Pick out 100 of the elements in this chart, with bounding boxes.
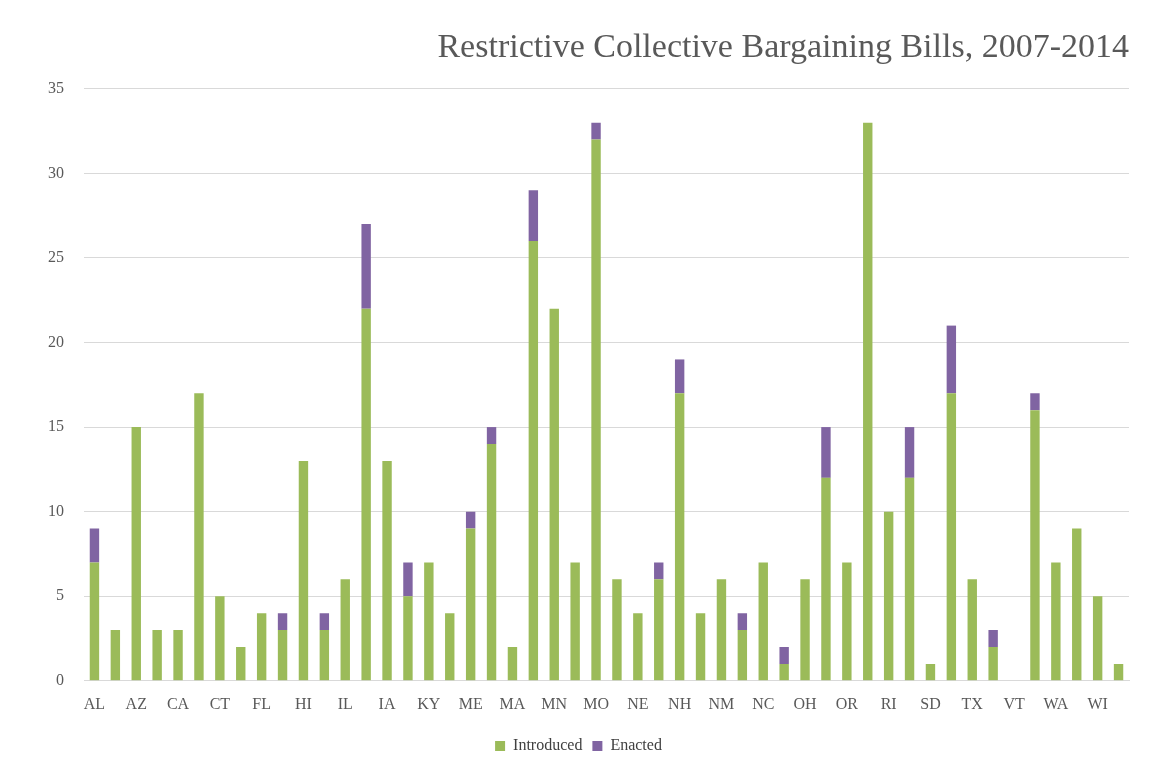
bar [904, 427, 915, 478]
bar [946, 325, 957, 394]
bar [528, 241, 539, 681]
bar [486, 427, 497, 444]
bar [967, 579, 977, 681]
bar [152, 630, 162, 681]
bar [758, 562, 768, 681]
y-tick-label: 20 [48, 332, 64, 350]
bar [1092, 596, 1103, 681]
x-tick-label: FL [252, 694, 271, 712]
x-tick-label: WI [1087, 694, 1108, 712]
bar [131, 427, 141, 681]
bar [1030, 393, 1040, 411]
bar [779, 663, 789, 681]
bar [612, 579, 622, 681]
bar [821, 427, 831, 478]
y-tick-label: 30 [48, 163, 64, 181]
bar [89, 528, 100, 563]
bar [1051, 562, 1061, 681]
bar [403, 596, 413, 681]
x-tick-label: IA [378, 694, 396, 712]
x-tick-label: CT [209, 694, 231, 712]
y-tick-label: 35 [48, 79, 64, 96]
x-tick-label: NM [708, 694, 735, 712]
x-tick-label: KY [417, 694, 441, 712]
bar [779, 646, 789, 664]
bar [507, 646, 518, 681]
x-tick-label: WA [1043, 694, 1069, 712]
bar [1030, 410, 1040, 681]
bar [382, 460, 392, 681]
y-tick-label: 10 [48, 501, 64, 519]
y-tick-label: 15 [48, 417, 64, 435]
x-tick-label: NC [752, 694, 775, 712]
bar [591, 122, 601, 140]
x-tick-label: CA [166, 694, 190, 712]
bar [465, 511, 476, 529]
x-tick-label: OH [793, 694, 818, 712]
x-tick-label: MO [583, 694, 609, 712]
bar [674, 393, 685, 681]
bar [256, 613, 267, 681]
bar [424, 562, 434, 681]
bar [591, 139, 601, 681]
bar [528, 190, 539, 242]
bar [883, 511, 894, 681]
legend-label: Enacted [610, 736, 662, 754]
bar [737, 630, 748, 681]
x-tick-label: AL [83, 694, 106, 712]
bar [445, 613, 455, 681]
x-tick-label: MA [499, 694, 526, 712]
bar [298, 460, 309, 681]
bar [361, 224, 371, 309]
bar [486, 444, 497, 681]
x-tick-label: RI [880, 694, 897, 712]
x-tick-label: OR [835, 694, 859, 712]
bar [236, 646, 246, 681]
bar [842, 562, 852, 681]
y-tick-label: 25 [48, 248, 64, 266]
x-tick-label: HI [295, 694, 312, 712]
bar [89, 562, 100, 681]
bar [1113, 663, 1124, 681]
y-tick-label: 0 [56, 671, 64, 688]
bar [277, 630, 288, 681]
bar [319, 630, 330, 681]
bar [215, 596, 225, 681]
bar [403, 562, 413, 597]
x-tick-label: TX [961, 694, 984, 712]
bar [570, 562, 580, 681]
bar [1072, 528, 1082, 681]
bar [716, 579, 727, 681]
bar [821, 477, 831, 681]
y-tick-label: 5 [56, 586, 64, 604]
x-tick-label: IL [337, 694, 353, 712]
bar [173, 630, 183, 681]
bar [654, 579, 664, 681]
bar [110, 630, 121, 681]
x-tick-label: VT [1003, 694, 1025, 712]
bar [277, 613, 288, 631]
x-tick-label: MN [541, 694, 568, 712]
bar [319, 613, 330, 631]
bar [988, 646, 998, 681]
bar [361, 308, 371, 681]
bar [654, 562, 664, 580]
chart-title: Restrictive Collective Bargaining Bills, 2007-2014 [437, 27, 1129, 65]
bar [633, 613, 643, 681]
bar [695, 613, 706, 681]
x-tick-label: NH [668, 694, 692, 712]
x-tick-label: NE [627, 694, 649, 712]
bar [925, 663, 936, 681]
x-tick-label: ME [458, 694, 483, 712]
bar [946, 393, 957, 681]
bar [863, 122, 873, 681]
x-tick-label: AZ [125, 694, 147, 712]
bar [194, 393, 204, 681]
legend-label: Introduced [513, 736, 583, 754]
bar [674, 359, 685, 394]
bar [340, 579, 350, 681]
bar [465, 528, 476, 681]
bar [988, 630, 998, 647]
bar [904, 477, 915, 681]
x-tick-label: SD [920, 694, 941, 712]
